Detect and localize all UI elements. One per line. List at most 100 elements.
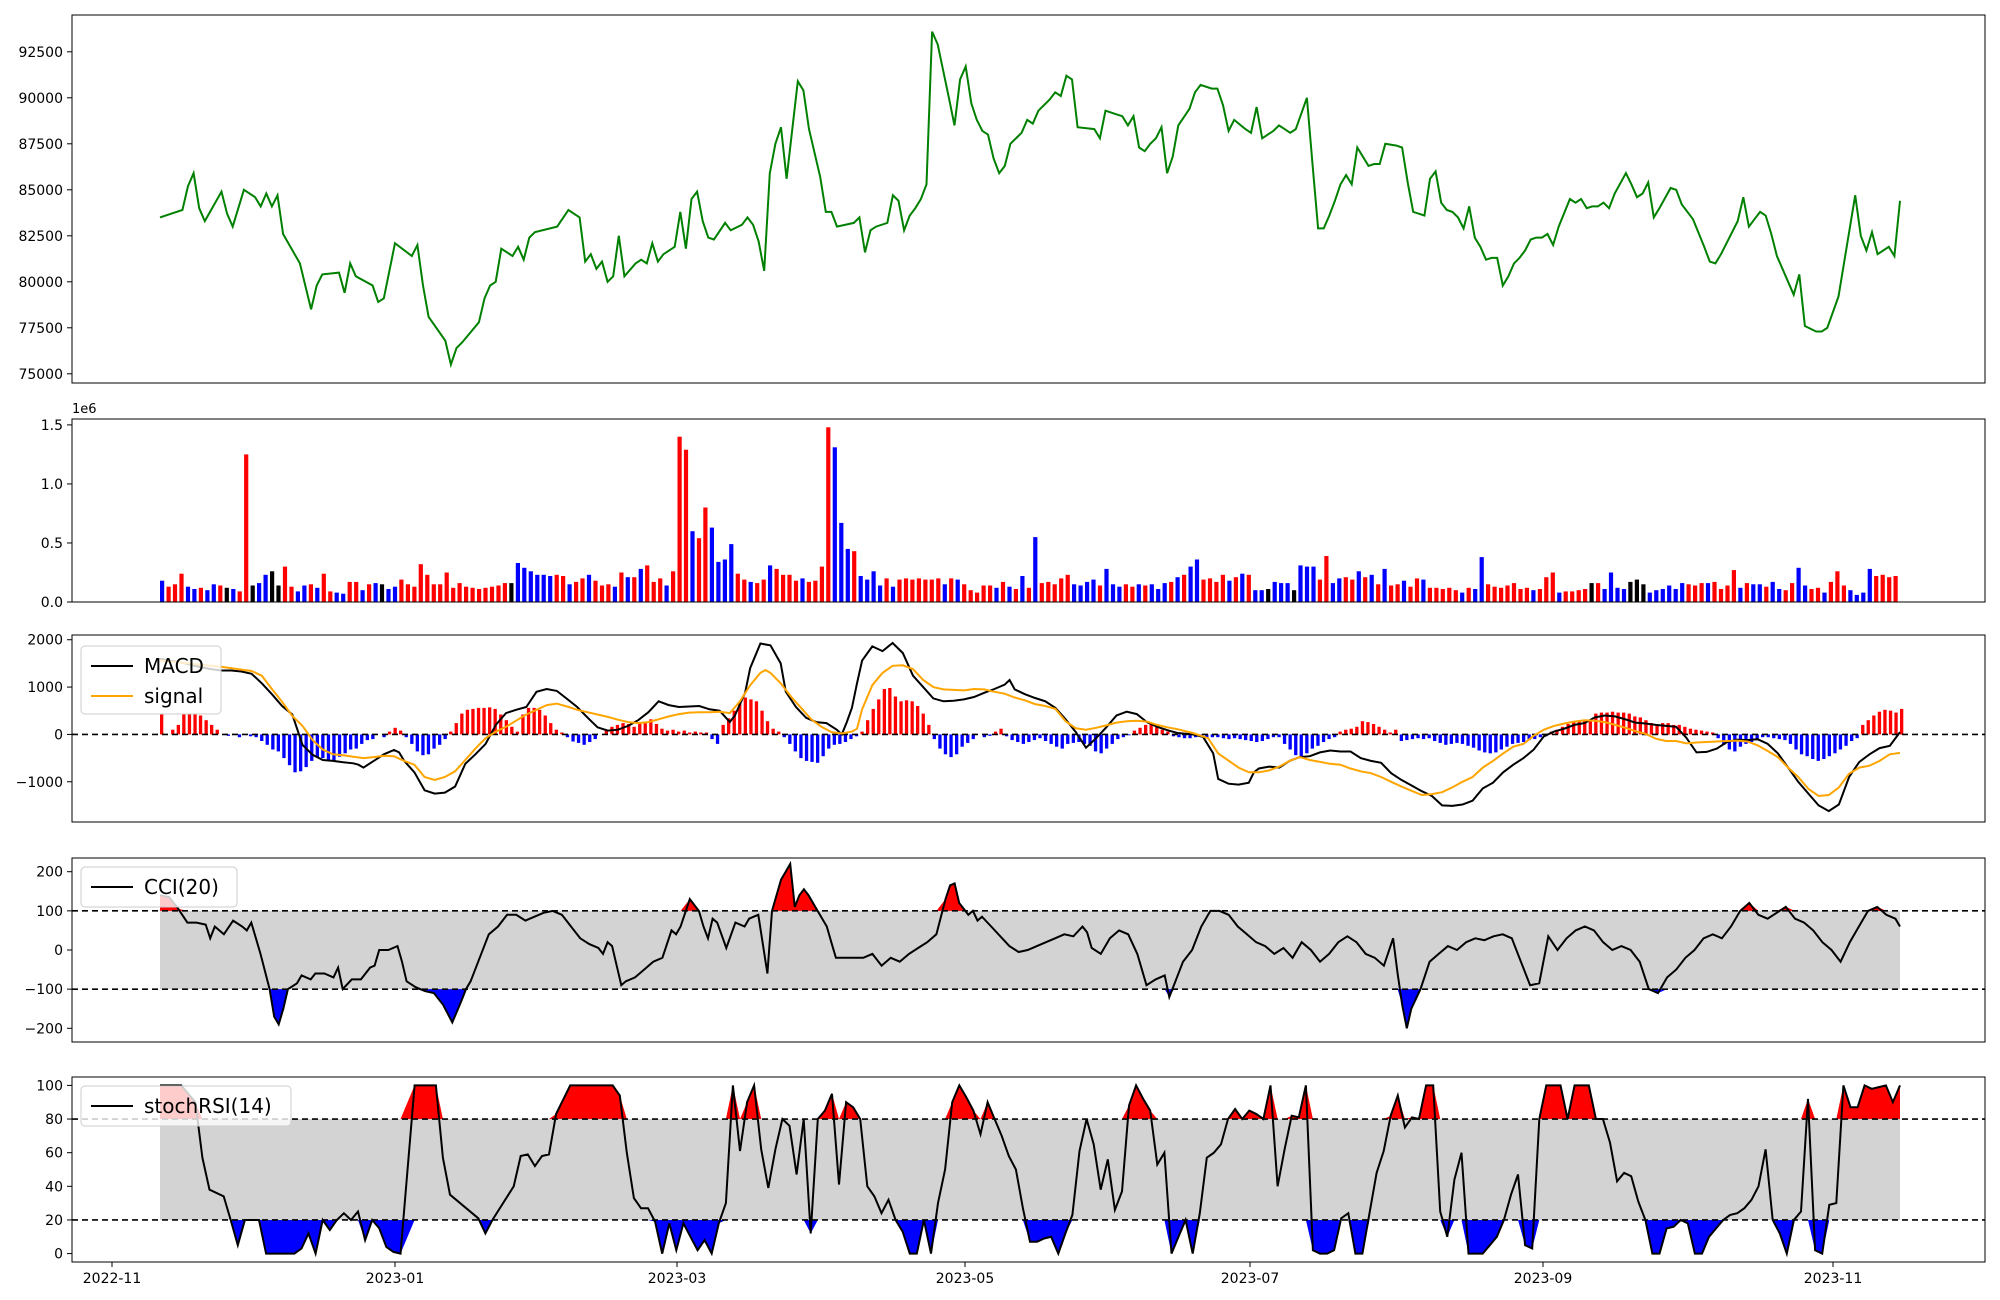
macd-histogram-bar [1566, 724, 1570, 735]
volume-y-axis: 0.0 0.5 1.0 1.5 [41, 418, 72, 611]
macd-histogram-bar [1138, 727, 1142, 735]
macd-histogram-bar [949, 734, 953, 758]
volume-bar [1757, 584, 1762, 602]
volume-bar [1227, 580, 1232, 602]
volume-bar [793, 580, 799, 602]
macd-histogram-bar [1838, 734, 1843, 750]
volume-bar [1033, 537, 1038, 602]
volume-bar [1220, 574, 1225, 602]
macd-histogram-bar [421, 734, 425, 756]
macd-histogram-bar [1666, 723, 1670, 735]
volume-bar [205, 590, 210, 602]
volume-bar [250, 585, 255, 602]
volume-bar [1311, 566, 1316, 602]
macd-histogram-bar [1444, 734, 1448, 745]
volume-bar [1828, 581, 1833, 602]
volume-bar [1156, 589, 1161, 602]
macd-histogram-bar [532, 707, 536, 735]
macd-histogram-bar [1455, 734, 1459, 743]
macd-histogram-bar [943, 734, 948, 755]
macd-histogram-bar [215, 729, 219, 735]
macd-histogram-bar [1099, 734, 1103, 754]
volume-bar [923, 579, 928, 602]
volume-bar-layer [160, 427, 1898, 602]
volume-bar [1253, 590, 1258, 602]
macd-histogram-bar [1038, 734, 1042, 739]
volume-bar [172, 584, 178, 602]
volume-bar [1414, 578, 1420, 602]
volume-bar [1389, 585, 1394, 602]
price-y-axis: 75000 77500 80000 82500 85000 87500 90000 92500 [18, 45, 72, 383]
macd-histogram-bar [743, 697, 747, 735]
macd-histogram-bar [1850, 734, 1854, 741]
volume-bar [865, 579, 870, 602]
macd-histogram-bar [654, 724, 659, 735]
price-line [159, 31, 1901, 369]
macd-histogram-bar [1433, 734, 1437, 741]
volume-bar [418, 564, 423, 602]
macd-histogram-bar [1460, 734, 1465, 744]
macd-histogram-bar [1861, 724, 1865, 735]
macd-histogram-bar [1505, 734, 1509, 747]
volume-bar [1324, 556, 1329, 602]
macd-histogram-bar [393, 727, 397, 735]
macd-histogram-bar [1383, 729, 1387, 735]
volume-bar [1887, 577, 1892, 602]
macd-panel: −1000 0 1000 2000 MACD signal [16, 633, 1986, 823]
macd-histogram-bar [1694, 729, 1698, 735]
volume-bar [1460, 592, 1465, 602]
volume-bar [897, 579, 902, 602]
volume-bar [1641, 584, 1646, 602]
volume-bar [1686, 584, 1691, 602]
volume-bar [1259, 590, 1264, 602]
macd-histogram-bar [1688, 728, 1693, 735]
volume-bar [1130, 586, 1135, 602]
macd-histogram-bar [1866, 720, 1870, 735]
macd-histogram-bar [765, 721, 770, 735]
macd-histogram-bar [1310, 734, 1314, 749]
volume-bar [1149, 584, 1154, 602]
date-x-tick-label: 2023-01 [366, 1271, 425, 1287]
macd-histogram-bar [1527, 734, 1531, 741]
macd-histogram-bar [443, 734, 447, 740]
macd-series-line-1 [159, 659, 1901, 798]
macd-histogram-bar [1205, 734, 1209, 739]
macd-histogram-bar [365, 734, 369, 741]
macd-histogram-bar [410, 734, 414, 744]
volume-bar [1240, 573, 1245, 602]
macd-histogram-bar [293, 734, 297, 773]
volume-bar [1770, 581, 1775, 602]
macd-histogram-bar [993, 731, 998, 735]
macd-histogram-bar [982, 734, 986, 738]
cci-y-tick-label: 100 [36, 904, 63, 920]
macd-histogram-bar [1210, 734, 1214, 738]
cci-y-tick-label: −100 [25, 982, 63, 998]
macd-histogram-bar [660, 728, 664, 735]
volume-bar [1518, 589, 1523, 602]
macd-histogram-bar [882, 689, 886, 735]
volume-bar [477, 589, 482, 602]
macd-histogram-bar [360, 734, 364, 744]
macd-histogram-bar [1722, 734, 1726, 745]
macd-y-axis: −1000 0 1000 2000 [16, 633, 72, 791]
volume-bar [968, 590, 973, 602]
macd-histogram-bar [665, 730, 670, 735]
macd-histogram-bar [1572, 722, 1576, 735]
macd-histogram-bar [1266, 734, 1270, 740]
volume-bar [586, 574, 592, 602]
volume-bar [975, 592, 980, 602]
volume-bar [457, 583, 462, 602]
volume-bar [1104, 568, 1109, 602]
legend-label: MACD [144, 654, 204, 678]
volume-bar [890, 586, 896, 602]
macd-histogram-bar [715, 734, 720, 744]
volume-bar [1803, 585, 1808, 602]
volume-bar [929, 579, 934, 602]
volume-bar [878, 585, 883, 602]
volume-bar [1143, 585, 1148, 602]
volume-bar [1466, 587, 1471, 602]
macd-histogram-bar [1427, 734, 1431, 739]
macd-histogram-bar [827, 734, 831, 749]
volume-bar [1841, 585, 1846, 602]
